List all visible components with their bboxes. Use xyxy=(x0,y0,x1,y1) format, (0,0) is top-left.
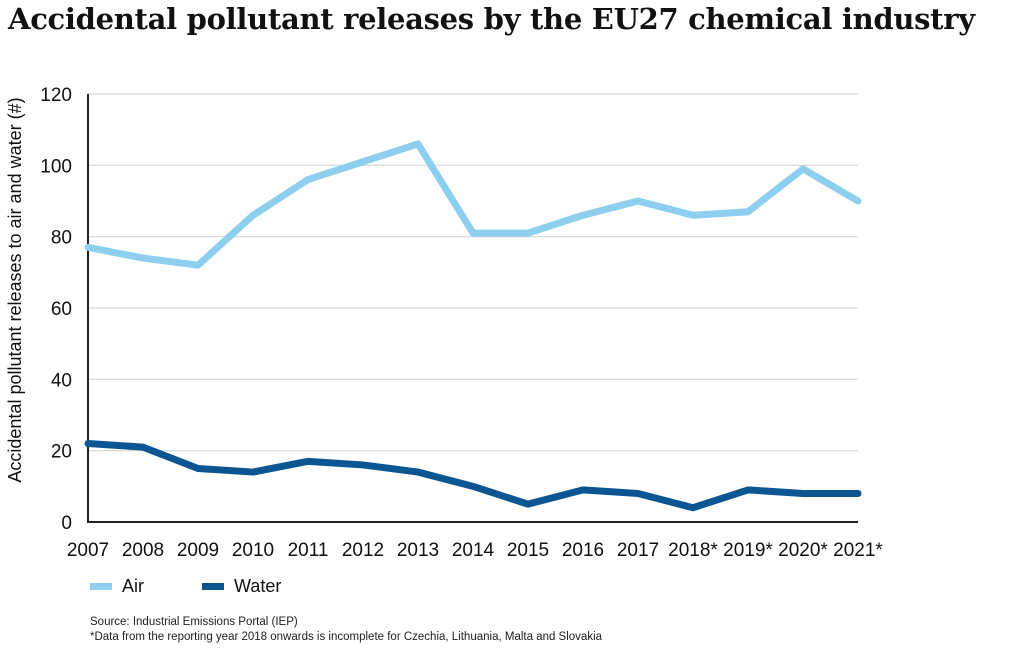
x-tick-label: 2020* xyxy=(778,540,828,561)
x-tick-label: 2010 xyxy=(232,540,274,561)
legend-label-air: Air xyxy=(122,576,144,596)
legend-item-water: Water xyxy=(202,576,281,597)
y-tick-label: 100 xyxy=(40,156,72,177)
legend-item-air: Air xyxy=(90,576,144,597)
x-tick-label: 2018* xyxy=(668,540,718,561)
notes: Source: Industrial Emissions Portal (IEP… xyxy=(90,615,602,645)
x-tick-label: 2021* xyxy=(833,540,883,561)
x-tick-label: 2007 xyxy=(67,540,109,561)
x-tick-label: 2008 xyxy=(122,540,164,561)
y-axis-label: Accidental pollutant releases to air and… xyxy=(5,97,25,482)
series-line-water xyxy=(84,440,862,512)
footnote: *Data from the reporting year 2018 onwar… xyxy=(90,631,603,643)
series-lines xyxy=(84,140,862,512)
y-tick-label: 60 xyxy=(51,299,72,320)
y-tick-label: 0 xyxy=(61,513,72,534)
legend-swatch-air xyxy=(90,583,112,590)
x-tick-label: 2017 xyxy=(617,540,659,561)
source-note: Source: Industrial Emissions Portal (IEP… xyxy=(90,616,298,628)
x-tick-label: 2016 xyxy=(562,540,604,561)
y-tick-label: 40 xyxy=(51,370,72,391)
y-axis-ticks: 0 20 40 60 80 100 120 xyxy=(40,85,72,534)
x-tick-label: 2019* xyxy=(723,540,773,561)
legend-swatch-water xyxy=(202,583,224,590)
x-tick-label: 2013 xyxy=(397,540,439,561)
y-tick-label: 20 xyxy=(51,442,72,463)
x-tick-label: 2015 xyxy=(507,540,549,561)
x-tick-label: 2012 xyxy=(342,540,384,561)
legend: Air Water xyxy=(90,576,339,597)
y-tick-label: 80 xyxy=(51,228,72,249)
chart-title: Accidental pollutant releases by the EU2… xyxy=(8,2,975,36)
x-tick-label: 2009 xyxy=(177,540,219,561)
y-tick-label: 120 xyxy=(40,85,72,106)
x-axis-ticks: 2007 2008 2009 2010 2011 2012 2013 2014 2015 2016… xyxy=(67,540,884,561)
gridlines xyxy=(88,93,858,452)
series-line-air xyxy=(84,140,862,269)
x-tick-label: 2014 xyxy=(452,540,495,561)
legend-label-water: Water xyxy=(234,576,282,596)
x-tick-label: 2011 xyxy=(288,540,329,561)
